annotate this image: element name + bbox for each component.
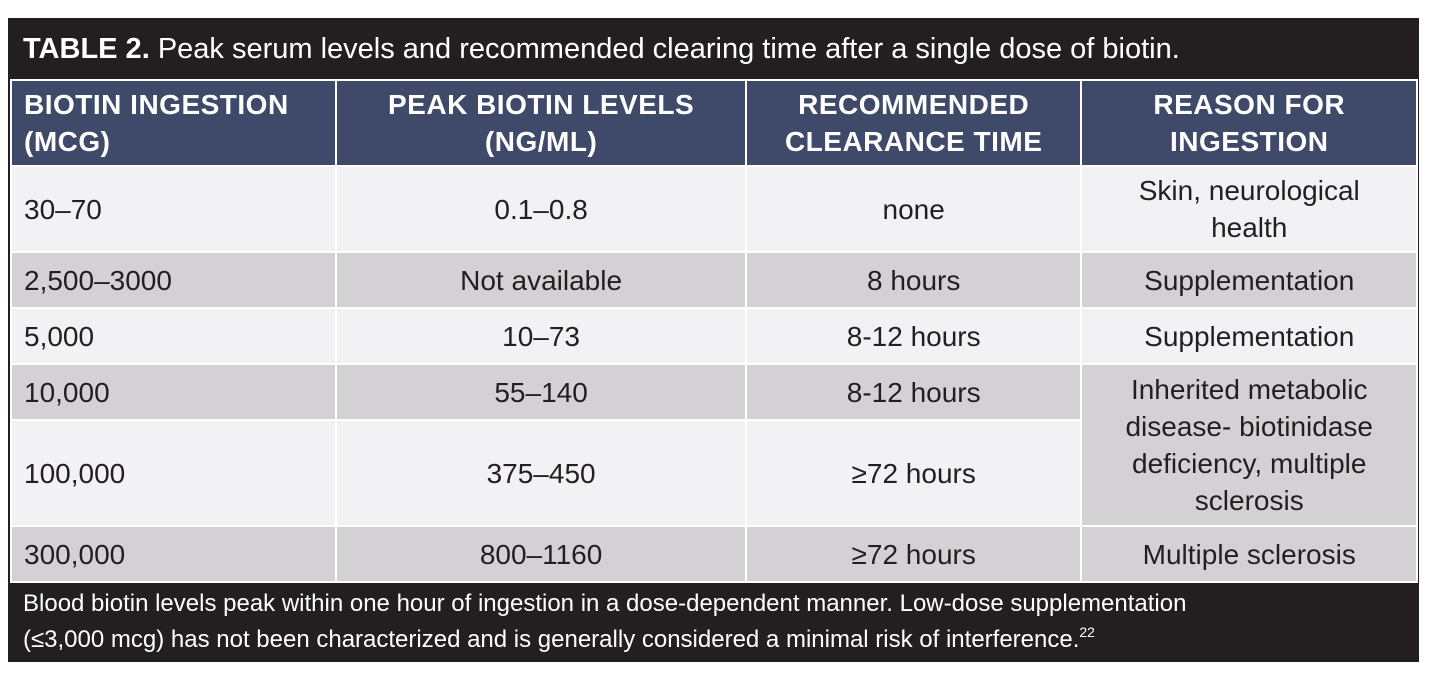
table-frame: TABLE 2. Peak serum levels and recommend…: [8, 18, 1419, 662]
biotin-table: BIOTIN INGESTION (MCG) PEAK BIOTIN LEVELS…: [9, 79, 1418, 583]
header-recommended-clearance-time: RECOMMENDED CLEARANCE TIME: [744, 79, 1083, 167]
reason-cell: Multiple sclerosis: [1080, 525, 1418, 583]
dose-cell: 5,000: [9, 307, 338, 365]
reason-cell-merged: Inherited metabolic disease- biotinidase d…: [1080, 363, 1418, 527]
footnote-line-2: (≤3,000 mcg) has not been characterized …: [23, 626, 1080, 653]
table-row: 100,000 375–450 ≥72 hours: [9, 419, 1417, 527]
header-reason-for-ingestion: REASON FOR INGESTION: [1080, 79, 1418, 167]
clearance-cell: 8-12 hours: [744, 307, 1083, 365]
peak-cell: 55–140: [335, 363, 747, 421]
peak-cell: 0.1–0.8: [335, 165, 747, 253]
dose-cell: 100,000: [9, 419, 338, 527]
header-row: BIOTIN INGESTION (MCG) PEAK BIOTIN LEVELS…: [9, 79, 1418, 167]
peak-cell: 10–73: [335, 307, 747, 365]
dose-cell: 30–70: [9, 165, 338, 253]
header-biotin-ingestion: BIOTIN INGESTION (MCG): [9, 79, 338, 167]
clearance-cell: ≥72 hours: [744, 525, 1083, 583]
table-row: 2,500–3000 Not available 8 hours Supplem…: [9, 251, 1418, 309]
dose-cell: 300,000: [9, 525, 338, 583]
clearance-cell: ≥72 hours: [744, 419, 1083, 527]
peak-cell: 375–450: [335, 419, 747, 527]
clearance-cell: none: [744, 165, 1083, 253]
reason-cell: Skin, neurological health: [1080, 165, 1418, 253]
table-title: TABLE 2. Peak serum levels and recommend…: [9, 19, 1420, 79]
dose-cell: 10,000: [9, 363, 338, 421]
table-row: 30–70 0.1–0.8 none Skin, neurological hea…: [9, 165, 1418, 253]
table-footnote: Blood biotin levels peak within one hour…: [23, 586, 1408, 658]
table-title-label: TABLE 2.: [23, 33, 150, 65]
clearance-cell: 8 hours: [744, 251, 1083, 309]
table-row: 300,000 800–1160 ≥72 hours Multiple scle…: [9, 525, 1418, 583]
reason-cell: Supplementation: [1080, 307, 1418, 365]
footnote-reference: 22: [1079, 624, 1095, 640]
header-peak-biotin-levels: PEAK BIOTIN LEVELS (NG/ML): [335, 79, 747, 167]
table-row: 5,000 10–73 8-12 hours Supplementation: [9, 307, 1418, 365]
table-title-text: Peak serum levels and recommended cleari…: [157, 33, 1180, 65]
table-row: 10,000 55–140 8-12 hours Inherited metab…: [9, 363, 1418, 527]
dose-cell: 2,500–3000: [9, 251, 338, 309]
reason-cell: Supplementation: [1080, 251, 1418, 309]
clearance-cell: 8-12 hours: [744, 363, 1083, 421]
peak-cell: Not available: [335, 251, 747, 309]
peak-cell: 800–1160: [335, 525, 747, 583]
footnote-line-1: Blood biotin levels peak within one hour…: [23, 590, 1187, 617]
